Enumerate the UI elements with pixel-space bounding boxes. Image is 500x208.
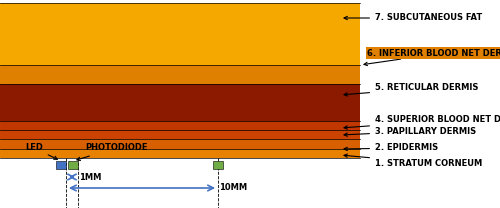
Text: 5. RETICULAR DERMIS: 5. RETICULAR DERMIS: [344, 83, 478, 96]
Bar: [0, 121, 360, 130]
Bar: [0, 65, 360, 84]
Text: 7. SUBCUTANEOUS FAT: 7. SUBCUTANEOUS FAT: [344, 14, 482, 22]
Text: 3. PAPILLARY DERMIS: 3. PAPILLARY DERMIS: [344, 126, 476, 136]
Bar: [68, 161, 78, 169]
Text: 1MM: 1MM: [79, 172, 102, 182]
Text: 2. EPIDERMIS: 2. EPIDERMIS: [344, 144, 438, 152]
Bar: [213, 161, 223, 169]
Bar: [0, 139, 360, 149]
Bar: [0, 84, 360, 121]
Bar: [0, 3, 360, 65]
Text: LED: LED: [25, 144, 58, 159]
Text: PHOTODIODE: PHOTODIODE: [77, 144, 148, 161]
Text: 6. INFERIOR BLOOD NET DERMIS: 6. INFERIOR BLOOD NET DERMIS: [364, 48, 500, 66]
Text: 10MM: 10MM: [219, 183, 247, 192]
Bar: [0, 130, 360, 139]
Text: 4. SUPERIOR BLOOD NET DERMIS: 4. SUPERIOR BLOOD NET DERMIS: [344, 115, 500, 129]
Bar: [0, 149, 360, 158]
Bar: [56, 161, 66, 169]
Text: 1. STRATUM CORNEUM: 1. STRATUM CORNEUM: [344, 154, 482, 167]
